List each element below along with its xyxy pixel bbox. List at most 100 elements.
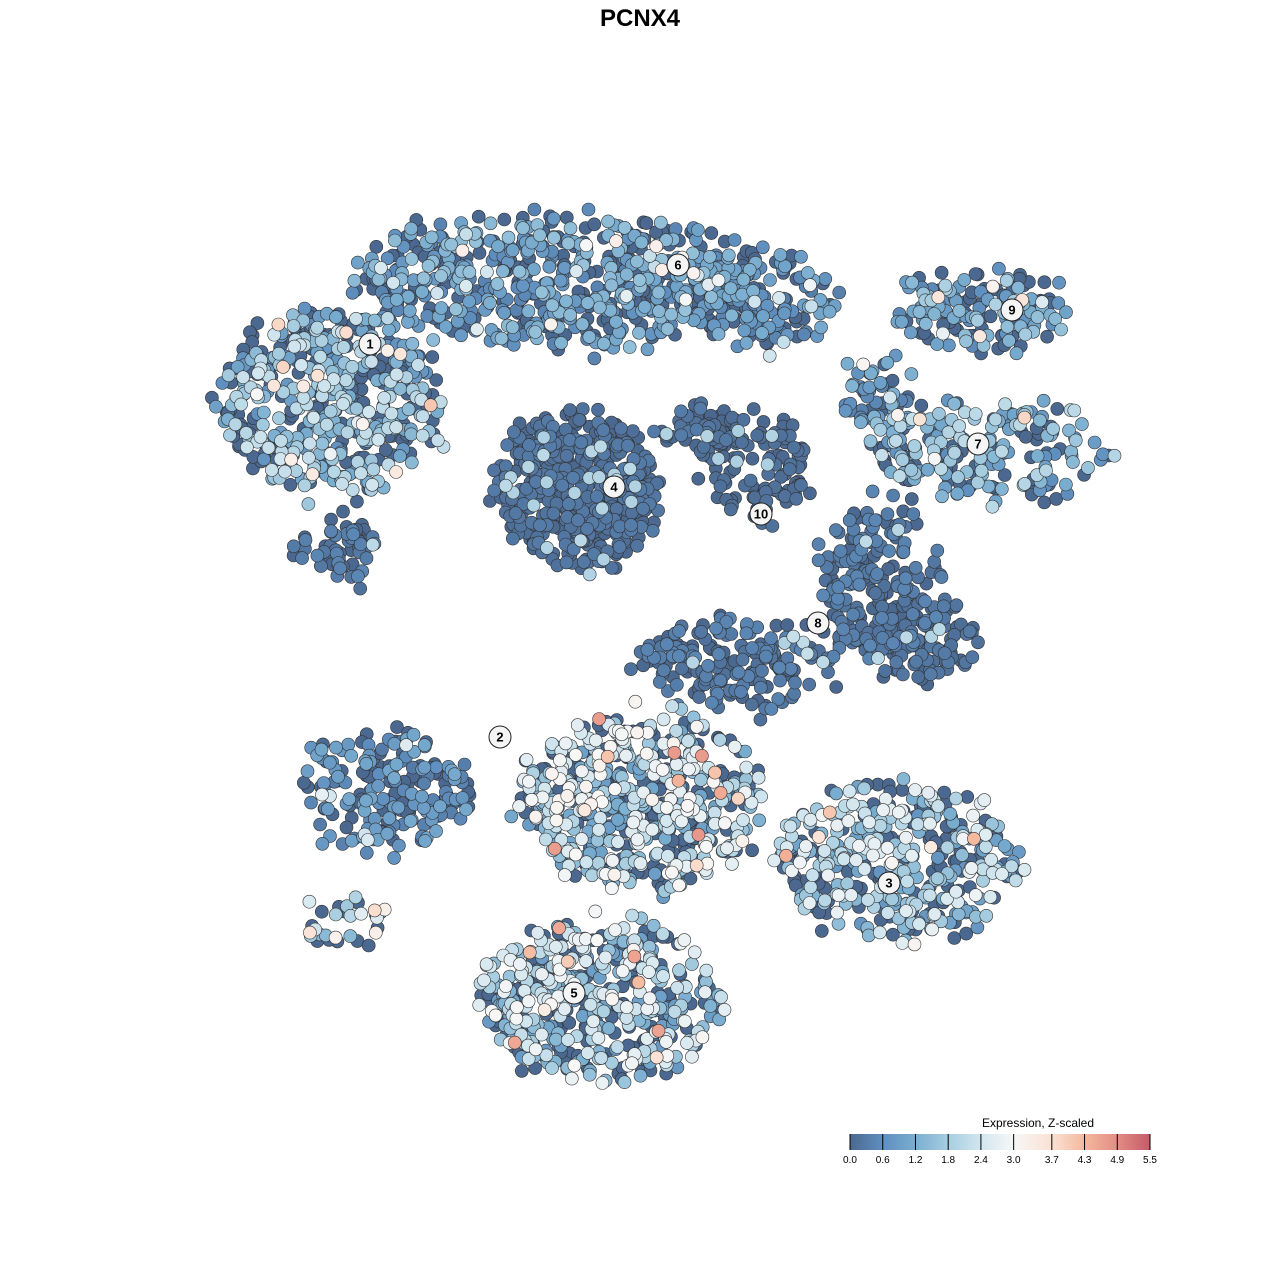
cell-point-cluster-4 xyxy=(630,538,645,553)
cell-point-cluster-2 xyxy=(342,792,357,806)
cell-point-cluster-8 xyxy=(965,650,980,665)
cell-point-cluster-4 xyxy=(506,425,521,439)
cell-point-cluster-6 xyxy=(724,308,739,323)
cell-point-cluster-3 xyxy=(937,785,952,800)
cell-point-cluster-2 xyxy=(415,789,429,804)
cell-point-cluster-3 xyxy=(720,841,734,856)
cell-point-cluster-8 xyxy=(878,664,892,678)
cell-point-cluster-7 xyxy=(950,486,965,501)
cell-point-cluster-8 xyxy=(932,622,947,637)
cell-point-cluster-5 xyxy=(667,1004,682,1019)
cell-point-cluster-3 xyxy=(550,800,564,815)
cell-point-cluster-4 xyxy=(624,518,638,532)
cell-point-cluster-5 xyxy=(631,975,646,990)
cell-point-cluster-9 xyxy=(1011,280,1026,295)
cell-point-cluster-6 xyxy=(601,214,615,229)
cell-point-cluster-5 xyxy=(625,908,640,923)
cell-point-cluster-8 xyxy=(816,588,830,603)
cell-point-cluster-4 xyxy=(561,497,576,511)
cell-point-cluster-5 xyxy=(548,940,563,954)
cell-point-cluster-6 xyxy=(483,216,498,231)
cell-point-cluster-6 xyxy=(424,230,439,245)
cell-point-cluster-6 xyxy=(521,304,536,319)
cell-point-cluster-2 xyxy=(457,757,472,772)
cell-point-cluster-3 xyxy=(665,865,679,880)
cell-point-cluster-2 xyxy=(331,769,345,784)
cell-point-cluster-8 xyxy=(875,599,889,614)
cell-point-cluster-7 xyxy=(1017,410,1032,425)
cell-point-cluster-8 xyxy=(930,543,945,558)
cell-point-cluster-8 xyxy=(624,662,638,677)
cell-point-cluster-3 xyxy=(978,827,993,842)
cell-point-cluster-10 xyxy=(719,433,733,447)
cell-point-cluster-3 xyxy=(751,770,766,785)
cell-point-cluster-7 xyxy=(904,367,919,381)
cell-point-cluster-4 xyxy=(612,540,627,554)
cell-point-cluster-7 xyxy=(873,375,888,390)
cell-point-cluster-8 xyxy=(918,594,932,609)
cell-point-cluster-6 xyxy=(426,333,441,347)
cell-point-cluster-8 xyxy=(731,665,746,680)
cell-point-cluster-8 xyxy=(936,599,951,614)
cell-point-cluster-2 xyxy=(418,834,432,848)
cell-point-cluster-3 xyxy=(805,868,820,883)
cell-point-cluster-8 xyxy=(868,586,883,600)
cell-point-cluster-6 xyxy=(347,273,362,288)
cell-point-cluster-8 xyxy=(899,630,914,645)
cell-point-cluster-8 xyxy=(694,624,709,639)
cell-point-cluster-7 xyxy=(994,482,1009,496)
cell-point-cluster-7 xyxy=(893,419,908,434)
cell-point-cluster-3 xyxy=(861,893,875,907)
cell-point-cluster-6 xyxy=(430,286,445,300)
cell-point-cluster-2 xyxy=(447,767,462,782)
cell-point-cluster-7 xyxy=(1030,449,1045,463)
cell-point-cluster-10 xyxy=(743,473,758,488)
cell-point-cluster-7 xyxy=(947,445,962,460)
cell-point-cluster-9 xyxy=(912,305,927,319)
cell-point-cluster-6 xyxy=(619,267,634,282)
cell-point-cluster-7 xyxy=(853,415,868,430)
colorbar-tick-label: 3.0 xyxy=(1007,1155,1021,1166)
cell-point-cluster-8 xyxy=(753,680,768,695)
cell-point-cluster-3 xyxy=(568,748,583,762)
cell-point-cluster-1 xyxy=(287,339,302,354)
cell-point-cluster-4 xyxy=(546,506,561,521)
cell-point-cluster-5 xyxy=(583,997,598,1012)
cell-point-cluster-1 xyxy=(234,397,248,412)
cell-point-cluster-1 xyxy=(315,436,330,451)
cell-point-cluster-2 xyxy=(314,742,329,757)
cell-point-cluster-4 xyxy=(636,501,650,516)
cell-point-cluster-1 xyxy=(339,325,354,340)
cell-point-cluster-6 xyxy=(542,259,557,274)
cell-point-cluster-3 xyxy=(880,906,895,920)
cell-point-cluster-3 xyxy=(978,840,993,854)
cell-point-cluster-2 xyxy=(382,811,397,826)
cell-point-cluster-6 xyxy=(434,301,449,315)
cell-point-cluster-3 xyxy=(829,786,844,801)
cell-point-cluster-3 xyxy=(885,856,899,870)
cell-point-cluster-6 xyxy=(557,261,572,275)
cell-point-cluster-7 xyxy=(838,403,853,418)
cell-point-cluster-8 xyxy=(800,646,815,661)
cell-point-cluster-1 xyxy=(389,367,404,382)
cell-point-cluster-1 xyxy=(364,354,379,369)
cell-point-cluster-3 xyxy=(611,835,625,849)
cell-point-cluster-4 xyxy=(592,470,606,484)
colorbar-tick-label: 3.7 xyxy=(1045,1155,1059,1166)
cell-point-cluster-3 xyxy=(557,868,572,882)
cell-point-cluster-6 xyxy=(804,299,819,314)
cell-point-cluster-1 xyxy=(256,405,271,420)
cell-point-cluster-3 xyxy=(689,719,704,734)
cell-point-cluster-9 xyxy=(968,267,983,281)
cell-point-cluster-3 xyxy=(727,739,742,754)
cell-point-cluster-4 xyxy=(539,475,554,490)
cell-point-cluster-3 xyxy=(694,773,708,787)
cell-point-cluster-5 xyxy=(642,965,656,979)
cell-point-cluster-1 xyxy=(415,428,430,443)
cell-point-cluster-3 xyxy=(880,840,895,855)
cell-point-cluster-1 xyxy=(271,346,286,361)
cell-point-cluster-6 xyxy=(622,340,637,354)
cell-point-cluster-3 xyxy=(959,926,974,941)
cell-point-cluster-3 xyxy=(671,773,686,788)
cell-point-cluster-3 xyxy=(547,841,562,856)
